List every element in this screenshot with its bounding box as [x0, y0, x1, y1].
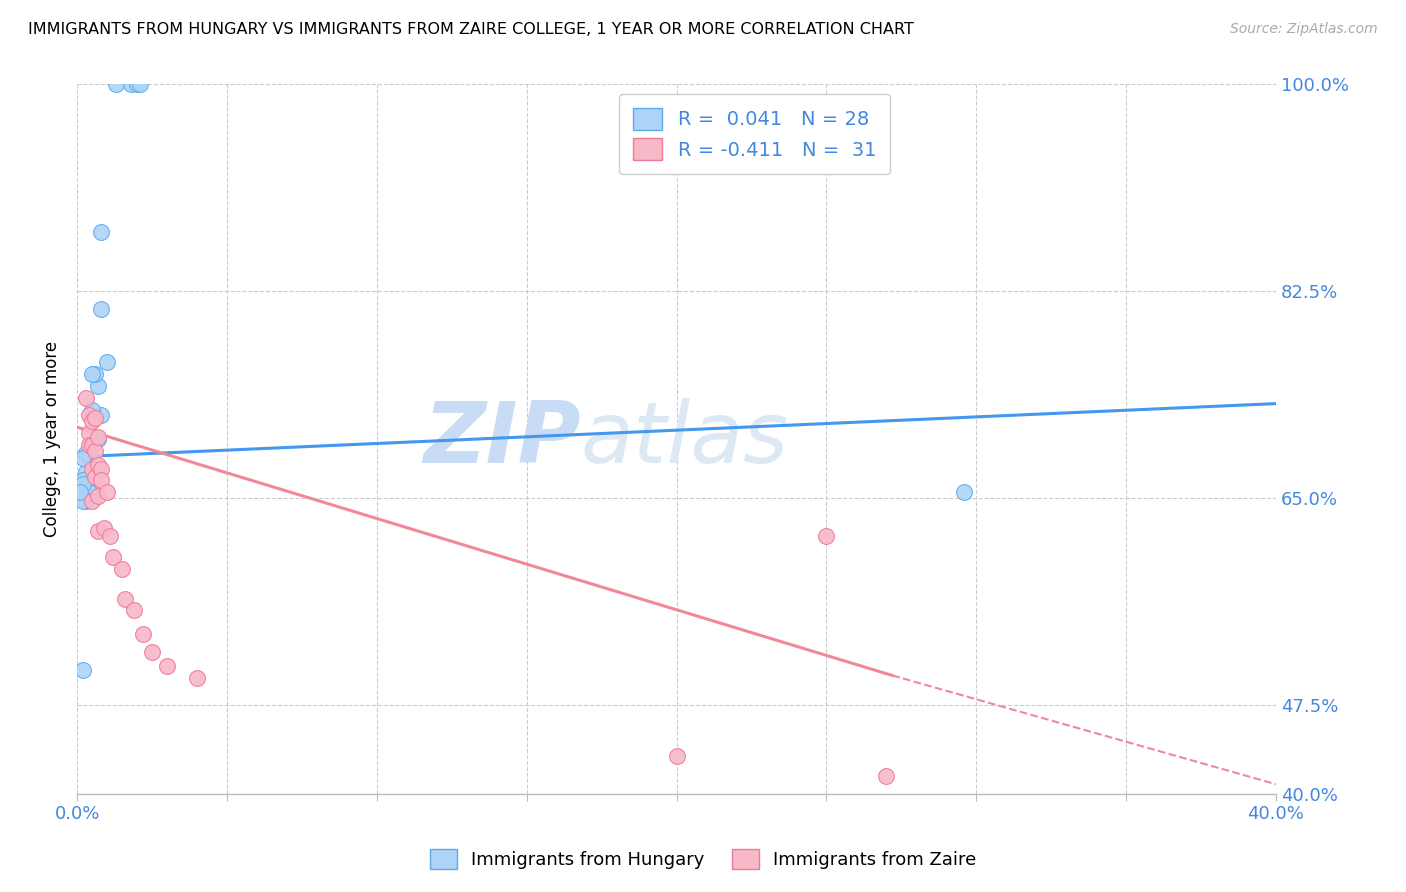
- Point: [80, 461, 103, 475]
- Point: [77, 450, 100, 464]
- Point: [87, 430, 110, 444]
- Point: [80, 402, 103, 417]
- Point: [114, 591, 136, 606]
- Legend: R =  0.041   N = 28, R = -0.411   N =  31: R = 0.041 N = 28, R = -0.411 N = 31: [619, 95, 890, 174]
- Point: [77, 438, 100, 452]
- Point: [90, 301, 112, 316]
- Point: [87, 489, 110, 503]
- Point: [111, 562, 134, 576]
- Point: [77, 409, 100, 423]
- Point: [84, 367, 107, 381]
- Point: [132, 627, 155, 641]
- Point: [84, 410, 107, 425]
- Point: [80, 493, 103, 508]
- Point: [87, 524, 110, 539]
- Point: [953, 485, 976, 500]
- Point: [75, 446, 97, 460]
- Point: [87, 458, 110, 472]
- Point: [72, 450, 94, 465]
- Point: [80, 438, 103, 452]
- Point: [815, 529, 838, 543]
- Point: [90, 225, 112, 239]
- Point: [80, 438, 103, 452]
- Point: [75, 493, 97, 508]
- Text: ZIP: ZIP: [423, 398, 581, 481]
- Point: [87, 379, 110, 393]
- Text: Source: ZipAtlas.com: Source: ZipAtlas.com: [1230, 22, 1378, 37]
- Point: [96, 485, 118, 500]
- Point: [72, 474, 94, 488]
- Point: [87, 432, 110, 446]
- Point: [120, 78, 142, 92]
- Point: [875, 769, 897, 783]
- Point: [80, 367, 103, 381]
- Text: atlas: atlas: [581, 398, 789, 481]
- Point: [122, 603, 145, 617]
- Point: [80, 414, 103, 428]
- Point: [101, 550, 124, 565]
- Point: [72, 493, 94, 508]
- Point: [72, 477, 94, 491]
- Point: [75, 465, 97, 479]
- Text: IMMIGRANTS FROM HUNGARY VS IMMIGRANTS FROM ZAIRE COLLEGE, 1 YEAR OR MORE CORRELA: IMMIGRANTS FROM HUNGARY VS IMMIGRANTS FR…: [28, 22, 914, 37]
- Y-axis label: College, 1 year or more: College, 1 year or more: [44, 341, 60, 537]
- Point: [72, 663, 94, 677]
- Point: [141, 645, 163, 659]
- Point: [125, 78, 148, 92]
- Point: [84, 470, 107, 484]
- Point: [90, 461, 112, 475]
- Point: [156, 659, 179, 673]
- Point: [69, 485, 91, 500]
- Point: [186, 671, 208, 685]
- Point: [77, 426, 100, 441]
- Point: [75, 391, 97, 405]
- Point: [90, 409, 112, 423]
- Legend: Immigrants from Hungary, Immigrants from Zaire: Immigrants from Hungary, Immigrants from…: [420, 839, 986, 879]
- Point: [98, 529, 121, 543]
- Point: [93, 521, 115, 535]
- Point: [105, 78, 128, 92]
- Point: [96, 355, 118, 369]
- Point: [80, 485, 103, 500]
- Point: [84, 443, 107, 458]
- Point: [80, 461, 103, 475]
- Point: [77, 485, 100, 500]
- Point: [90, 474, 112, 488]
- Point: [665, 748, 688, 763]
- Point: [129, 78, 152, 92]
